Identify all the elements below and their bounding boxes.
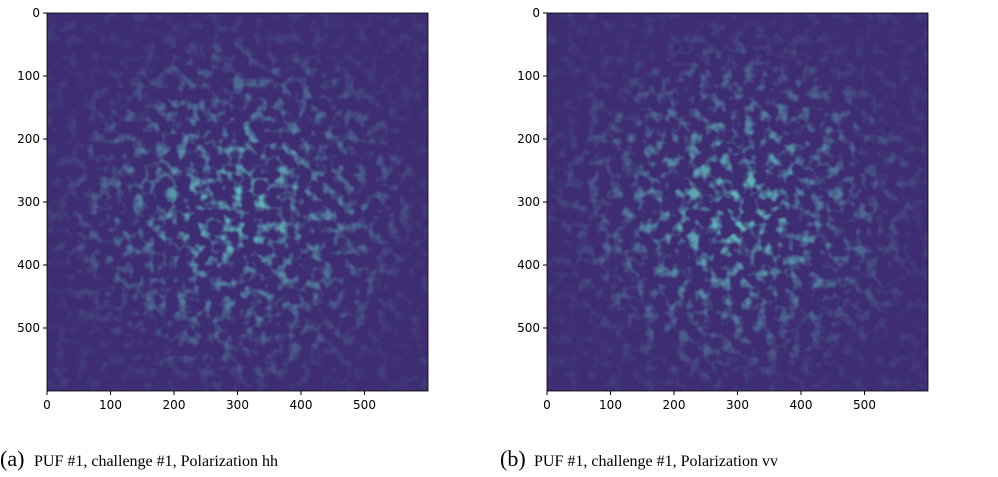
y-tick-label: 400 <box>17 258 40 272</box>
y-tick-label: 0 <box>532 6 540 20</box>
x-tick-label: 100 <box>99 398 122 412</box>
speckle <box>47 13 428 391</box>
subfigure-label: (a) <box>0 446 24 471</box>
caption: PUF #1, challenge #1, Polarization vv <box>534 453 778 470</box>
x-tick-label: 400 <box>290 398 313 412</box>
speckle <box>547 13 928 391</box>
x-tick-label: 500 <box>353 398 376 412</box>
subfigure-label: (b) <box>500 446 526 471</box>
y-tick-label: 100 <box>517 69 540 83</box>
x-tick-label: 100 <box>599 398 622 412</box>
x-tick-label: 300 <box>226 398 249 412</box>
y-tick-label: 100 <box>17 69 40 83</box>
x-tick-label: 200 <box>663 398 686 412</box>
y-tick-label: 200 <box>517 132 540 146</box>
y-tick-label: 300 <box>17 195 40 209</box>
y-tick-label: 400 <box>517 258 540 272</box>
y-tick-label: 200 <box>17 132 40 146</box>
x-tick-label: 200 <box>163 398 186 412</box>
y-tick-label: 500 <box>17 321 40 335</box>
x-tick-label: 400 <box>790 398 813 412</box>
x-tick-label: 500 <box>853 398 876 412</box>
x-tick-label: 300 <box>726 398 749 412</box>
caption: PUF #1, challenge #1, Polarization hh <box>34 453 278 470</box>
x-tick-label: 0 <box>543 398 551 412</box>
y-tick-label: 0 <box>32 6 40 20</box>
x-tick-label: 0 <box>43 398 51 412</box>
y-tick-label: 300 <box>517 195 540 209</box>
y-tick-label: 500 <box>517 321 540 335</box>
